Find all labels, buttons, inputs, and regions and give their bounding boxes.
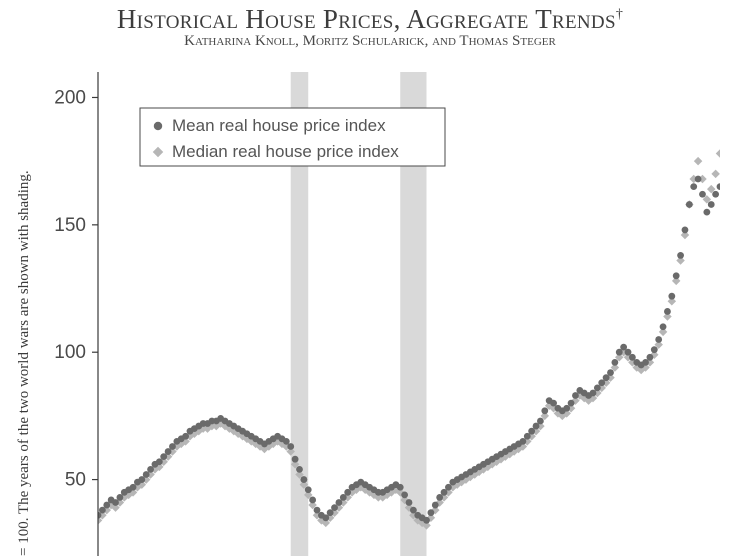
page-title: Historical House Prices, Aggregate Trend… [0, 4, 740, 35]
y-tick-label: 150 [54, 215, 86, 236]
y-tick-label: 50 [65, 470, 86, 491]
title-block: Historical House Prices, Aggregate Trend… [0, 0, 740, 50]
sidenote-rotated: = 100. The years of the two world wars a… [16, 170, 33, 556]
title-dagger: † [616, 7, 623, 22]
price-index-chart: 50100150200Mean real house price indexMe… [40, 72, 720, 556]
legend-label: Mean real house price index [172, 116, 386, 135]
y-tick-label: 100 [54, 342, 86, 363]
legend-label: Median real house price index [172, 142, 399, 161]
page-subtitle: Katharina Knoll, Moritz Schularick, and … [0, 33, 740, 50]
y-tick-label: 200 [54, 87, 86, 108]
legend: Mean real house price index Median real h… [140, 108, 445, 166]
title-text: Historical House Prices, Aggregate Trend… [117, 4, 616, 34]
